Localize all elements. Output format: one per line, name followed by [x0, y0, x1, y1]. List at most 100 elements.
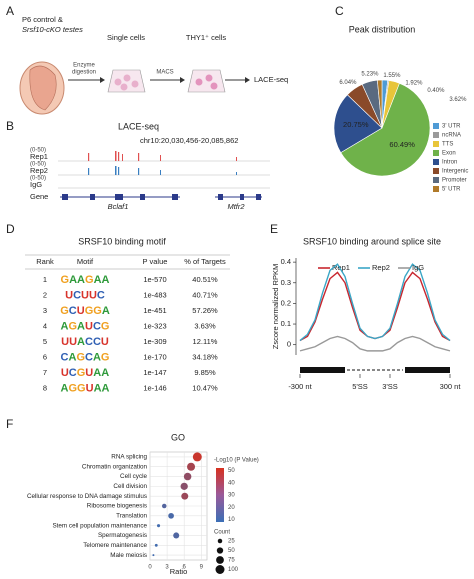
legend-label: Promoter — [442, 178, 467, 184]
x-tick-label: 6 — [183, 565, 187, 571]
table-cell: 3 — [43, 306, 47, 315]
size-legend-label: 50 — [228, 548, 235, 554]
pie-slice — [333, 94, 383, 154]
legend-label: Intergenic — [442, 169, 468, 175]
colorbar-tick-label: 40 — [228, 480, 235, 486]
panel-label: F — [6, 417, 13, 431]
source-text: Srsf10-cKO testes — [22, 25, 83, 34]
y-tick-label: 0.3 — [281, 278, 291, 287]
size-legend-dot — [216, 547, 224, 554]
track-name: Rep1 — [30, 152, 48, 161]
table-cell: 1e-170 — [143, 352, 166, 361]
track-title: LACE-seq — [118, 121, 159, 131]
dot — [183, 472, 192, 481]
line-series — [299, 263, 451, 342]
track-name: IgG — [30, 180, 42, 189]
table-cell: 1e-483 — [143, 290, 166, 299]
line-series — [299, 271, 451, 342]
legend-swatch — [433, 159, 439, 165]
size-legend-label: 100 — [228, 567, 239, 573]
table-cell: 34.18% — [192, 352, 218, 361]
table-cell: 1 — [43, 275, 47, 284]
step-label: Single cells — [107, 33, 145, 42]
table-cell: 57.26% — [192, 306, 218, 315]
table-cell: 12.11% — [193, 337, 218, 346]
exon-schematic — [300, 367, 450, 373]
x-tick-label: 0 — [148, 565, 152, 571]
y-tick-label: Ribosome biogenesis — [87, 503, 147, 510]
dot — [181, 492, 189, 500]
colorbar-tick-label: 30 — [228, 493, 235, 499]
value-label: 6.04% — [339, 80, 357, 86]
chart-title: GO — [171, 432, 185, 442]
chart-title: SRSF10 binding around splice site — [303, 236, 441, 246]
table-cell: 8 — [43, 383, 47, 392]
colorbar — [216, 468, 224, 522]
y-tick-label: Male meiosis — [110, 552, 147, 559]
gene-label: Gene — [30, 192, 48, 201]
table-cell: 7 — [43, 368, 47, 377]
table-cell: 2 — [43, 290, 47, 299]
panel-label: D — [6, 222, 15, 236]
table-title: SRSF10 binding motif — [78, 236, 166, 246]
legend-swatch — [433, 132, 439, 138]
legend-swatch — [433, 141, 439, 147]
motif-logo: GCUGGA — [60, 305, 110, 317]
table-header: Motif — [77, 257, 94, 266]
dot — [173, 532, 180, 539]
motif-logo: AGAUCG — [61, 320, 110, 332]
y-tick-label: 0.4 — [281, 257, 291, 266]
y-tick-label: Spermatogenesis — [98, 532, 147, 539]
dot — [168, 512, 174, 519]
x-tick-label: 9 — [200, 565, 204, 571]
y-tick-label: Chromatin organization — [82, 463, 148, 470]
legend-label: ncRNA — [442, 133, 461, 139]
legend-swatch — [433, 150, 439, 156]
motif-logo: GAAGAA — [61, 274, 110, 286]
table-cell: 1e-451 — [143, 306, 166, 315]
chart-title: Peak distribution — [349, 24, 416, 34]
table-cell: 1e-146 — [143, 383, 166, 392]
size-legend-dot — [215, 565, 225, 574]
value-label: 1.55% — [383, 73, 401, 79]
dot — [180, 482, 188, 490]
x-tick-label: -300 nt — [288, 382, 312, 391]
pie-slice — [340, 82, 431, 177]
legend-swatch — [433, 177, 439, 183]
track-range: (0-50) — [30, 148, 46, 154]
x-axis-label: Ratio — [170, 567, 188, 576]
y-tick-label: Cell division — [113, 483, 147, 490]
step-label: digestion — [72, 70, 96, 76]
panel-label: E — [270, 222, 278, 236]
y-tick-label: 0 — [287, 340, 291, 349]
size-legend-label: 25 — [228, 539, 235, 545]
size-legend-title: Count — [214, 530, 230, 536]
table-cell: 3.63% — [194, 321, 216, 330]
value-label: 20.75% — [343, 120, 369, 129]
table-cell: 40.51% — [192, 275, 218, 284]
legend-label: Exon — [442, 151, 456, 157]
x-tick-label: 5'SS — [352, 382, 368, 391]
legend-swatch — [433, 168, 439, 174]
dot — [154, 543, 158, 547]
legend-label: IgG — [412, 263, 424, 272]
x-tick-label: 300 nt — [440, 382, 462, 391]
legend-label: Rep2 — [372, 263, 390, 272]
legend-label: Rep1 — [332, 263, 350, 272]
table-cell: 1e-309 — [143, 337, 166, 346]
motif-logo: AGGUAA — [61, 382, 110, 394]
y-tick-label: 0.1 — [281, 319, 291, 328]
gene-name: Bclaf1 — [108, 202, 129, 211]
y-tick-label: Telomere maintenance — [83, 542, 147, 549]
dot — [187, 462, 196, 471]
table-cell: 1e-147 — [143, 368, 166, 377]
motif-logo: UUACCU — [61, 336, 109, 348]
table-header: % of Targets — [184, 257, 226, 266]
colorbar-tick-label: 10 — [228, 517, 235, 523]
value-label: 0.40% — [427, 88, 445, 94]
x-tick-label: 3 — [165, 565, 169, 571]
step-label: MACS — [156, 70, 173, 76]
panel-label: B — [6, 119, 14, 133]
dot — [192, 452, 202, 462]
